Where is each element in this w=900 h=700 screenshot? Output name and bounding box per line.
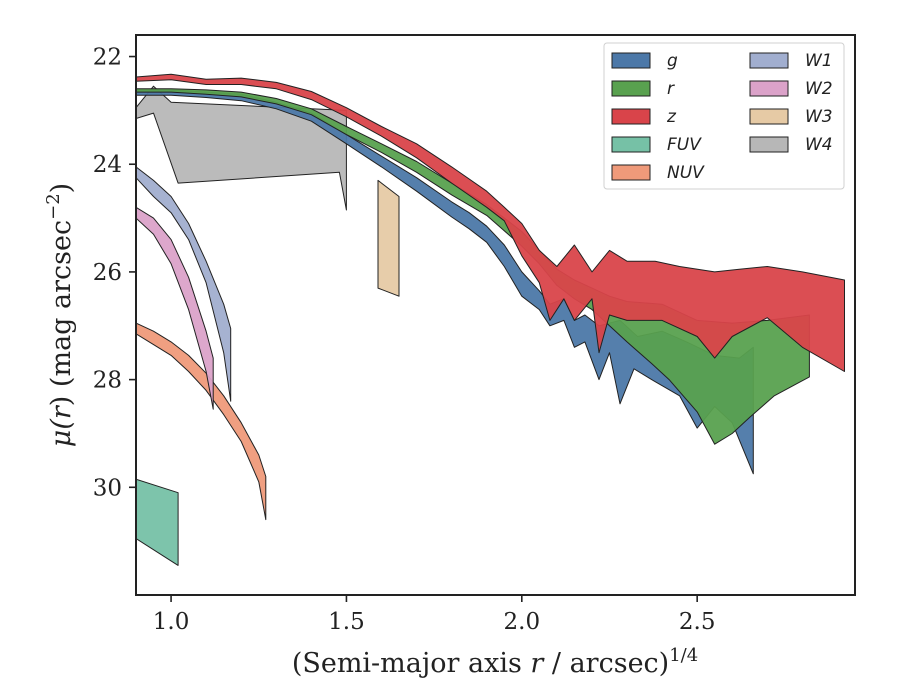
legend: grz FUV NUV W1 W2 W3 W4 [603, 42, 845, 190]
x-axis-title: (Semi-major axis r / arcsec)1/4 [292, 645, 698, 679]
y-axis-title: μ(r) (mag arcsec−2) [43, 183, 77, 447]
y-tick-label: 28 [93, 368, 122, 394]
y-tick-label: 24 [93, 152, 122, 178]
legend-swatch-w2 [749, 80, 789, 97]
x-tick-label: 1.0 [153, 609, 190, 635]
legend-label-r: r [667, 79, 675, 99]
plot-frame [135, 34, 856, 596]
legend-label-nuv: NUV [667, 163, 705, 183]
band-z [136, 73, 845, 372]
legend-label-fuv: FUV [667, 135, 702, 155]
legend-label-g: g [667, 51, 678, 71]
x-tick-label: 1.5 [328, 609, 365, 635]
band-w3 [377, 179, 400, 297]
band-fuv [136, 478, 179, 566]
legend-label-w4: W4 [805, 135, 833, 155]
legend-swatch-g [611, 52, 651, 69]
band-w1 [136, 166, 232, 402]
y-tick-label: 30 [93, 475, 122, 501]
legend-swatch-w3 [749, 108, 789, 125]
legend-swatch-r [611, 80, 651, 97]
band-nuv [136, 322, 267, 521]
legend-swatch-w1 [749, 52, 789, 69]
legend-label-w1: W1 [805, 51, 833, 71]
legend-swatch-nuv [611, 164, 651, 181]
bands-layer [136, 73, 845, 566]
legend-swatch-z [611, 108, 651, 125]
legend-label-z: z [666, 107, 677, 127]
legend-swatch-fuv [611, 136, 651, 153]
ticks-layer: 1.0 1.5 2.0 2.5 22 24 26 28 30 [93, 45, 716, 635]
legend-label-w3: W3 [805, 107, 833, 127]
x-tick-label: 2.5 [679, 609, 716, 635]
legend-label-w2: W2 [805, 79, 833, 99]
band-r [136, 88, 810, 445]
legend-swatch-w4 [749, 136, 789, 153]
band-w2 [136, 206, 214, 410]
y-tick-label: 26 [93, 260, 122, 286]
y-tick-label: 22 [93, 45, 122, 71]
x-tick-label: 2.0 [504, 609, 541, 635]
